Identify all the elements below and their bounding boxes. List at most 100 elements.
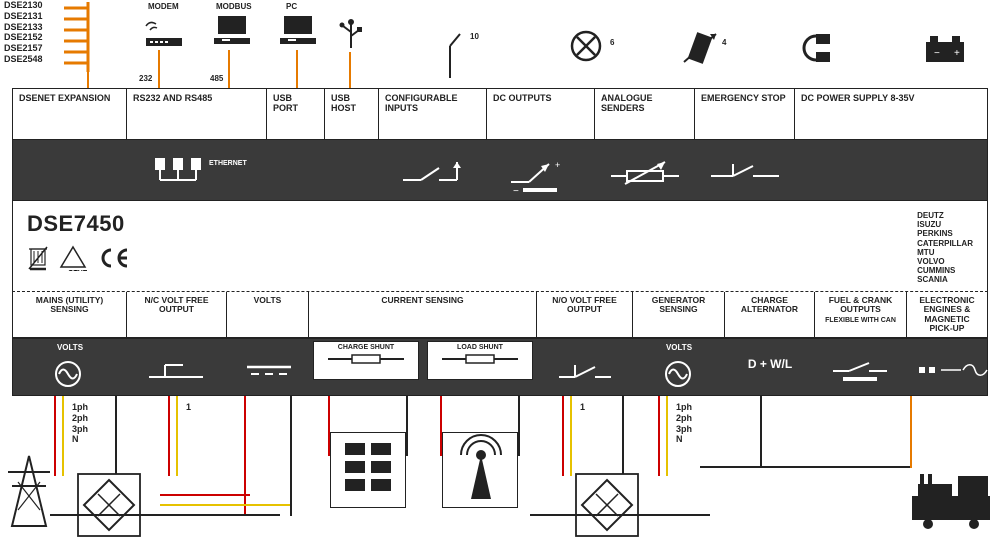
dsenet-module: DSE2157 [4,43,43,54]
svg-text:−: − [934,48,940,59]
bottom-icon-dark-row: VOLTS CHARGE SHUNT LOAD SHUNT [12,338,988,396]
b-chg: CHARGE ALTERNATOR [725,292,815,337]
nc-relay-icon [145,357,211,385]
wire-yellow [160,504,290,506]
svg-text:+: + [954,48,960,59]
engine-brand: DEUTZ [917,211,973,220]
top-icon-dark-row: ETHERNET + − [12,140,988,200]
variable-res-icon [607,158,687,186]
pc-label: PC [286,2,297,11]
hdr-usbport: USB PORT [267,89,325,139]
modem-label: MODEM [148,2,179,11]
bridge-icon [574,472,640,538]
hdr-estop: EMERGENCY STOP [695,89,795,139]
wire-black [50,514,280,516]
hdr-ana: ANALOGUE SENDERS [595,89,695,139]
wire-black [115,396,117,476]
ce-mark-icon [97,246,131,270]
bottom-wiring-area: 1ph2ph3phN 1 1 1ph2ph3phN [0,396,1000,551]
dc-output-icon [566,26,606,66]
dc-driver-icon: + − [505,150,585,192]
engine-brand: CUMMINS [917,266,973,275]
stub [349,52,351,88]
wire-black [622,396,624,476]
wire-red [160,494,250,496]
engine-brands-list: DEUTZ ISUZU PERKINS CATERPILLAR MTU VOLV… [917,211,973,285]
wire-red [244,396,246,516]
wire-yellow [666,396,668,476]
dc-output-count: 6 [610,38,614,47]
ethernet-text: ETHERNET [209,160,247,167]
sine-icon [53,359,83,389]
battery-bank-box [330,432,406,508]
pc-icon [278,14,318,48]
battery-bank-icon [331,433,407,509]
dsenet-module: DSE2152 [4,32,43,43]
genset-icon [906,466,996,532]
config-input-count: 10 [470,32,479,41]
dsenet-module: DSE2133 [4,22,43,33]
analogue-sender-icon [680,28,720,68]
ethernet-icon: ETHERNET [147,152,257,192]
wire-black [760,396,762,468]
wire-yellow [570,396,572,476]
engine-brand: SCANIA [917,275,973,284]
modem-icon [140,16,188,50]
hdr-dcpwr: DC POWER SUPPLY 8-35V [795,89,987,139]
wire-black [290,396,292,516]
engine-brand: VOLVO [917,257,973,266]
stub [296,50,298,88]
usb-trident-icon [336,18,366,52]
modbus-label: MODBUS [216,2,252,11]
dsenet-rack-icon [64,2,94,72]
wire-black [700,466,910,468]
top-connections-area: DSE2130 DSE2131 DSE2133 DSE2152 DSE2157 … [0,0,1000,88]
b-nc: N/C VOLT FREE OUTPUT [127,292,227,337]
dsenet-module: DSE2131 [4,11,43,22]
b-volts: VOLTS [227,292,309,337]
wire-red [658,396,660,476]
svg-text:−: − [513,186,519,192]
sine-icon [663,359,693,389]
engine-brand: MTU [917,248,973,257]
b-elec: ELECTRONIC ENGINES & MAGNETIC PICK-UP [907,292,987,337]
weee-bin-icon [27,245,49,271]
dsenet-module: DSE2130 [4,0,43,11]
wire-orange [910,396,912,468]
stub [228,50,230,88]
hdr-dcout: DC OUTPUTS [487,89,595,139]
model-number: DSE7450 [27,211,131,237]
wire-yellow [62,396,64,476]
modbus-pc-icon [210,14,254,48]
top-header-row: DSENET EXPANSION RS232 AND RS485 USB POR… [12,88,988,140]
recycle-icon: OTHER [59,245,87,271]
rs232-label: 232 [139,74,152,83]
b-gen: GENERATOR SENSING [633,292,725,337]
bridge-icon [76,472,142,538]
nc-contact-icon [707,158,787,184]
magnetic-pickup-icon [917,361,997,381]
mains-phase-labels: 1ph2ph3phN [72,402,88,445]
fuel-relay-icon [829,357,895,385]
hdr-usbhost: USB HOST [325,89,379,139]
one-label: 1 [186,402,191,413]
one-label: 1 [580,402,585,413]
engine-brand: PERKINS [917,229,973,238]
no-relay-icon [555,357,617,385]
dsenet-module-list: DSE2130 DSE2131 DSE2133 DSE2152 DSE2157 … [4,0,43,65]
dsenet-module: DSE2548 [4,54,43,65]
b-mains: MAINS (UTILITY) SENSING [13,292,127,337]
svg-text:OTHER: OTHER [68,270,87,271]
svg-text:+: + [555,160,560,170]
config-input-icon [430,28,470,78]
hdr-inputs: CONFIGURABLE INPUTS [379,89,487,139]
dc-volts-icon [245,363,295,377]
b-fuel: FUEL & CRANK OUTPUTSFLEXIBLE WITH CAN [815,292,907,337]
hdr-dsenet: DSENET EXPANSION [13,89,127,139]
dwl-text: D + W/L [725,357,815,371]
wire-red [562,396,564,476]
stub [87,70,89,88]
hdr-rs: RS232 AND RS485 [127,89,267,139]
gen-volts-text: VOLTS [633,343,725,352]
load-tx-box [442,432,518,508]
